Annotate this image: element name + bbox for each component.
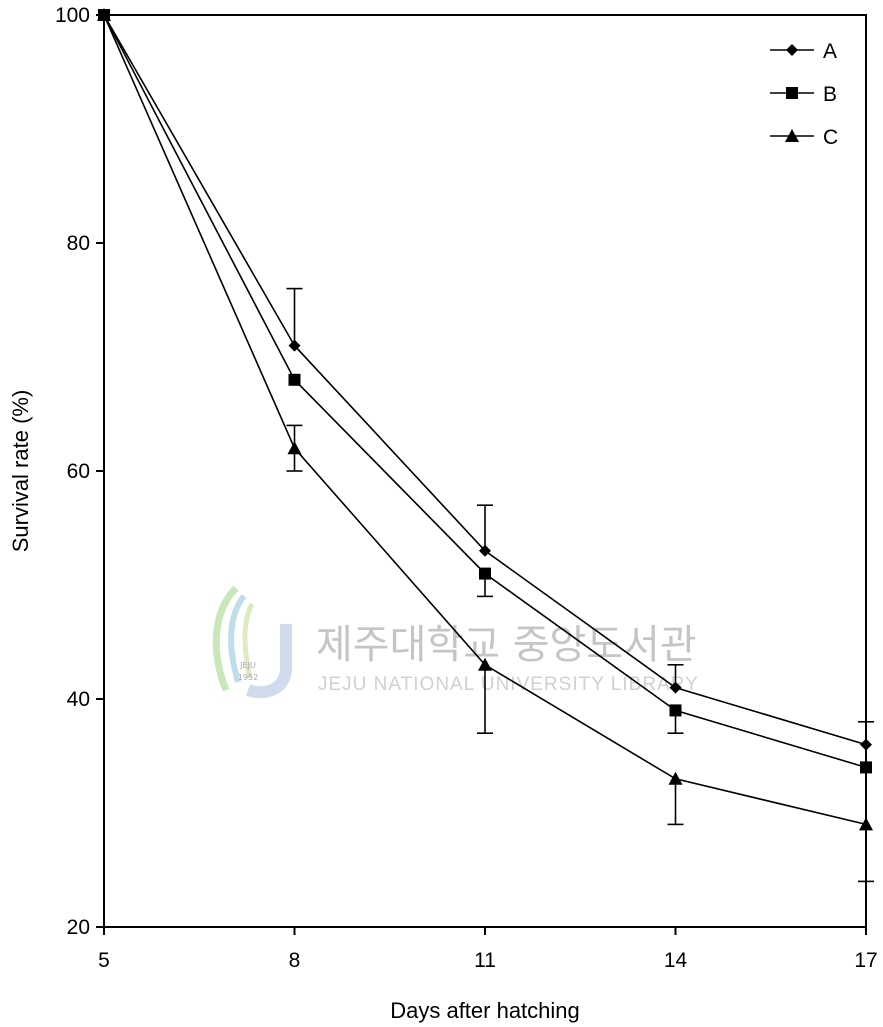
x-tick-label: 14 bbox=[664, 949, 688, 972]
series-C bbox=[97, 8, 874, 883]
data-point-C bbox=[478, 657, 492, 671]
data-point-C bbox=[859, 817, 873, 831]
data-point-C bbox=[287, 441, 302, 455]
data-point-B bbox=[479, 567, 491, 580]
data-point-A bbox=[479, 544, 491, 557]
legend-item-B: B bbox=[770, 83, 837, 106]
y-tick-label: 100 bbox=[55, 4, 90, 27]
legend-marker bbox=[786, 87, 798, 99]
seal-text: JEJU bbox=[239, 661, 256, 670]
data-point-A bbox=[669, 681, 682, 694]
legend-label: C bbox=[823, 126, 838, 149]
legend-label: A bbox=[823, 40, 837, 63]
plot-area-frame bbox=[103, 14, 867, 928]
seal-year: 1952 bbox=[238, 673, 258, 682]
watermark-korean: 제주대학교 중앙도서관 bbox=[316, 622, 697, 668]
y-tick-label: 40 bbox=[67, 688, 90, 711]
legend-label: B bbox=[823, 83, 837, 106]
series-layer bbox=[97, 8, 874, 883]
watermark-english: JEJU NATIONAL UNIVERSITY LIBRARY bbox=[318, 674, 699, 695]
y-axis-title: Survival rate (%) bbox=[8, 390, 33, 553]
data-point-B bbox=[860, 761, 872, 774]
x-tick-label: 8 bbox=[289, 949, 301, 972]
library-watermark: JEJU 1952 제주대학교 중앙도서관 JEJU NATIONAL UNIV… bbox=[212, 585, 699, 699]
y-tick-label: 80 bbox=[67, 232, 90, 255]
legend-marker bbox=[785, 129, 799, 142]
legend: ABC bbox=[770, 40, 838, 149]
data-point-C bbox=[668, 771, 683, 785]
data-point-B bbox=[288, 373, 301, 386]
x-tick-label: 11 bbox=[474, 949, 496, 972]
legend-item-A: A bbox=[770, 40, 837, 63]
y-tick-label: 60 bbox=[67, 460, 90, 483]
data-point-C bbox=[97, 8, 111, 21]
x-axis-title: Days after hatching bbox=[390, 998, 580, 1023]
y-tick-label: 20 bbox=[67, 916, 90, 939]
legend-marker bbox=[786, 44, 798, 56]
y-axis: 20 40 60 80 100 bbox=[55, 4, 104, 939]
x-tick-label: 5 bbox=[98, 949, 110, 972]
legend-item-C: C bbox=[770, 126, 838, 149]
x-tick-label: 17 bbox=[854, 949, 877, 972]
data-point-A bbox=[860, 738, 872, 751]
data-point-A bbox=[288, 339, 301, 352]
library-seal-logo: JEJU 1952 bbox=[212, 585, 292, 699]
data-point-B bbox=[669, 704, 682, 717]
x-axis: 5 8 11 14 17 bbox=[98, 927, 878, 972]
